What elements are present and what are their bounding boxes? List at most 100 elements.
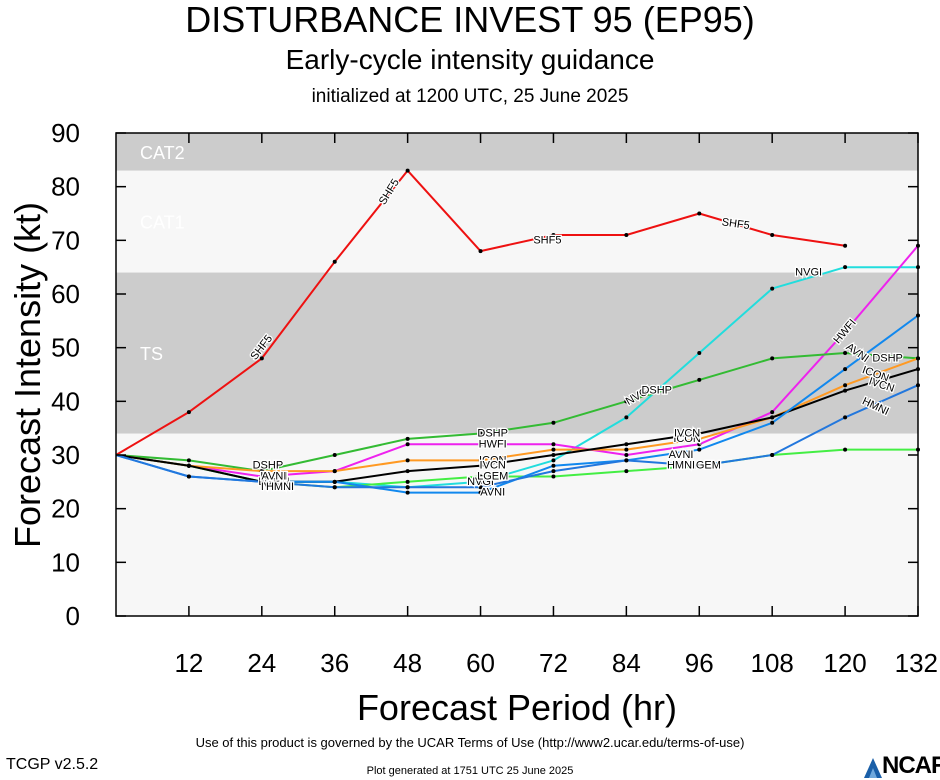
point-shf5-84h xyxy=(624,232,629,237)
point-lgem-60h xyxy=(478,474,483,479)
point-ivcn-120h xyxy=(843,388,848,393)
point-shf5-108h xyxy=(770,232,775,237)
ncar-logo-icon xyxy=(864,758,882,778)
point-avni-120h xyxy=(843,367,848,372)
point-shf5-60h xyxy=(478,249,483,254)
y-tick-label-0: 0 xyxy=(66,601,80,631)
point-shf5-12h xyxy=(186,410,191,415)
point-shf5-24h xyxy=(259,356,264,361)
band-cat2 xyxy=(116,133,918,171)
point-icon-72h xyxy=(551,447,556,452)
point-hwfi-96h xyxy=(697,442,702,447)
point-lgem-48h xyxy=(405,479,410,484)
series-label-lgem-2: LGEM xyxy=(690,460,721,472)
series-label-avni-0: AVNI xyxy=(262,470,287,482)
series-line-hwfi xyxy=(115,245,919,478)
y-tick-label-90: 90 xyxy=(51,118,80,148)
band-cat1 xyxy=(116,170,918,273)
point-avni-72h xyxy=(551,463,556,468)
series-label-nvgi-2: NVGI xyxy=(795,267,822,279)
x-tick-label-60: 60 xyxy=(466,648,495,678)
point-hwfi-48h xyxy=(405,442,410,447)
series-label-ivcn-2: IVCN xyxy=(674,428,700,440)
point-dshp-84h xyxy=(624,399,629,404)
point-hmni-12h xyxy=(186,474,191,479)
ncar-logo: NCAR xyxy=(862,752,940,780)
series-label-dshp-1: DSHP xyxy=(477,428,508,440)
y-tick-label-30: 30 xyxy=(51,440,80,470)
x-axis-label: Forecast Period (hr) xyxy=(357,687,677,728)
point-icon-48h xyxy=(405,458,410,463)
ncar-logo-text: NCAR xyxy=(882,752,940,779)
point-dshp-48h xyxy=(405,436,410,441)
y-tick-label-70: 70 xyxy=(51,225,80,255)
point-icon-36h xyxy=(332,469,337,474)
point-nvgi-72h xyxy=(551,458,556,463)
point-hwfi-60h xyxy=(478,442,483,447)
point-avni-36h xyxy=(332,479,337,484)
version-label: TCGP v2.5.2 xyxy=(6,756,99,773)
x-tick-label-84: 84 xyxy=(612,648,641,678)
point-hmni-48h xyxy=(405,485,410,490)
series-label-icon-0: ICON xyxy=(260,470,288,482)
point-dshp-96h xyxy=(697,377,702,382)
point-dshp-120h xyxy=(843,351,848,356)
point-icon-96h xyxy=(697,436,702,441)
point-shf5-48h xyxy=(405,168,410,173)
y-tick-label-20: 20 xyxy=(51,494,80,524)
series-label-hmni-0: HMNI xyxy=(266,481,294,493)
series-label-nvgi-0: NVGI xyxy=(467,476,494,488)
point-icon-84h xyxy=(624,447,629,452)
point-shf5-72h xyxy=(551,232,556,237)
point-avni-96h xyxy=(697,447,702,452)
point-ivcn-12h xyxy=(186,463,191,468)
x-tick-label-36: 36 xyxy=(320,648,349,678)
point-hwfi-84h xyxy=(624,453,629,457)
series-label-ivcn-0: IVCN xyxy=(261,481,287,493)
point-avni-48h xyxy=(405,490,410,495)
x-tick-label-120: 120 xyxy=(823,648,866,678)
point-nvgi-108h xyxy=(770,286,775,291)
chart-title: DISTURBANCE INVEST 95 (EP95) xyxy=(185,0,755,40)
point-hmni-84h xyxy=(624,458,629,463)
x-tick-label-72: 72 xyxy=(539,648,568,678)
point-icon-60h xyxy=(478,458,483,463)
point-shf5-96h xyxy=(697,211,702,216)
x-tick-label-24: 24 xyxy=(247,648,276,678)
plot-frame xyxy=(115,132,919,617)
point-dshp-12h xyxy=(186,458,191,463)
point-lgem-84h xyxy=(624,469,629,474)
series-line-hmni xyxy=(115,384,919,489)
series-label-avni-2: AVNI xyxy=(669,449,694,461)
y-tick-label-40: 40 xyxy=(51,386,80,416)
series-label-lgem-1: LGEM xyxy=(477,470,508,482)
point-hmni-120h xyxy=(843,415,848,420)
band-ts xyxy=(116,272,918,434)
series-label-avni-1: AVNI xyxy=(480,487,505,499)
point-dshp-72h xyxy=(551,420,556,425)
point-icon-24h xyxy=(259,469,264,474)
series-label-shf5-2: SHF5 xyxy=(533,234,561,246)
point-ivcn-60h xyxy=(478,463,483,468)
series-label-icon-1: ICON xyxy=(479,454,507,466)
point-ivcn-84h xyxy=(624,442,629,447)
point-hmni-24h xyxy=(259,479,264,484)
band-label-cat1: CAT1 xyxy=(140,213,185,233)
series-label-lgem-0: LGEM xyxy=(258,476,289,488)
point-hwfi-24h xyxy=(259,474,264,479)
x-tick-label-132: 132 xyxy=(895,648,938,678)
band-below-ts xyxy=(116,433,918,616)
point-hmni-36h xyxy=(332,485,337,490)
point-ivcn-48h xyxy=(405,469,410,474)
point-ivcn-108h xyxy=(770,415,775,420)
point-nvgi-96h xyxy=(697,351,702,356)
point-nvgi-84h xyxy=(624,415,629,420)
point-hwfi-108h xyxy=(770,410,775,415)
point-ivcn-72h xyxy=(551,453,556,457)
point-hmni-60h xyxy=(478,485,483,490)
point-hwfi-120h xyxy=(843,329,848,334)
point-hwfi-72h xyxy=(551,442,556,447)
point-nvgi-120h xyxy=(843,265,848,270)
point-hmni-96h xyxy=(697,463,702,468)
